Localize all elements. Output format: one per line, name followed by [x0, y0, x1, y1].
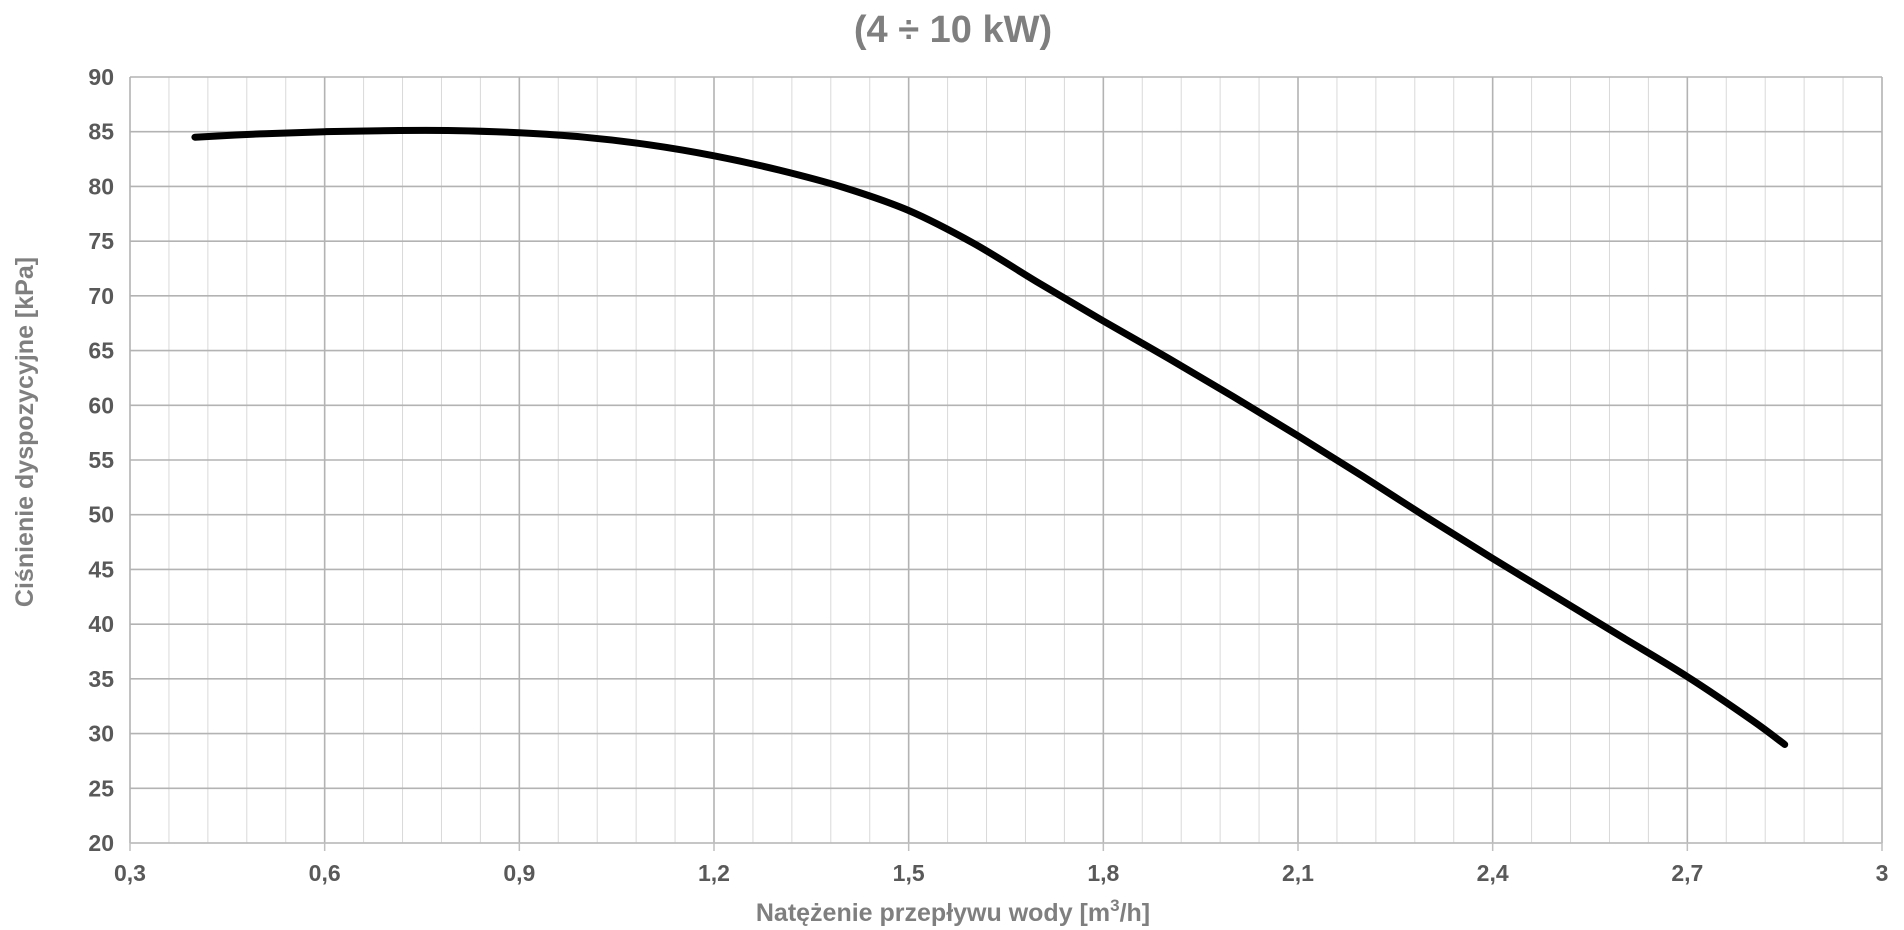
- y-tick-label: 85: [88, 119, 114, 145]
- chart-title: (4 ÷ 10 kW): [854, 9, 1052, 51]
- y-tick-label: 25: [88, 775, 114, 801]
- y-tick-label: 35: [88, 666, 114, 692]
- y-tick-label: 55: [88, 447, 114, 473]
- y-tick-label: 60: [88, 392, 114, 418]
- x-tick-label: 2,1: [1282, 860, 1314, 886]
- y-tick-labels: 20 25 30 35 40 45 50 55 60 65 70 75 80 85 90: [88, 64, 114, 856]
- x-axis-label-tail: /h]: [1120, 899, 1151, 927]
- x-tick-label: 3: [1876, 860, 1889, 886]
- y-tick-label: 70: [88, 283, 114, 309]
- x-tick-label: 1,5: [893, 860, 925, 886]
- y-tick-label: 65: [88, 338, 114, 364]
- y-axis-label: Ciśnienie dyspozycyjne [kPa]: [11, 257, 39, 607]
- y-tick-label: 75: [88, 228, 114, 254]
- x-axis-label-superscript: 3: [1110, 896, 1119, 915]
- series-group: [191, 126, 1789, 748]
- x-tick-label: 1,8: [1087, 860, 1119, 886]
- x-axis-label: Natężenie przepływu wody [m3/h]: [756, 896, 1150, 927]
- y-tick-label: 80: [88, 173, 114, 199]
- x-tick-label: 0,6: [309, 860, 341, 886]
- y-tick-label: 30: [88, 721, 114, 747]
- y-tick-label: 40: [88, 611, 114, 637]
- x-tick-label: 2,4: [1477, 860, 1509, 886]
- x-tick-label: 2,7: [1671, 860, 1703, 886]
- y-tick-label: 50: [88, 502, 114, 528]
- y-tick-label: 90: [88, 64, 114, 90]
- series-line: [191, 126, 1789, 748]
- axes: [129, 842, 1883, 851]
- x-tick-label: 0,9: [503, 860, 535, 886]
- y-tick-label: 20: [88, 830, 114, 856]
- y-tick-label: 45: [88, 556, 114, 582]
- x-tick-label: 1,2: [698, 860, 730, 886]
- x-tick-labels: 0,3 0,6 0,9 1,2 1,5 1,8 2,1 2,4 2,7 3: [114, 860, 1888, 886]
- grid: [129, 76, 1883, 844]
- x-axis-label-main: Natężenie przepływu wody [m: [756, 899, 1110, 927]
- x-tick-label: 0,3: [114, 860, 146, 886]
